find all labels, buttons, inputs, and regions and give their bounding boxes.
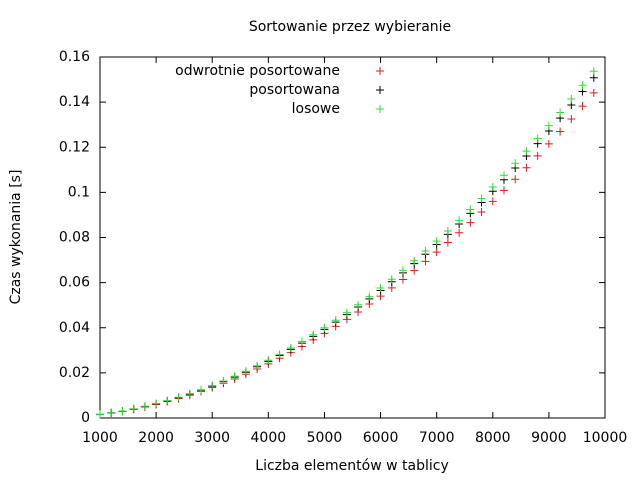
y-tick-label: 0.14 [59,94,90,110]
x-tick-label: 10000 [583,430,628,446]
point [477,208,486,217]
point [511,175,520,184]
point [298,337,306,346]
legend-label: odwrotnie posortowane [175,63,340,79]
point [185,389,194,398]
point [578,102,587,111]
point [500,171,508,180]
point [96,410,104,419]
legend-marker [376,86,384,94]
y-tick-label: 0.04 [59,320,90,336]
point [500,186,508,195]
point [365,292,374,301]
chart-title: Sortowanie przez wybieranie [249,19,451,35]
legend-label: posortowana [249,82,340,98]
point [174,393,183,402]
point [253,361,262,370]
point [410,266,419,275]
point [163,396,172,405]
point [309,330,318,339]
point [455,216,464,225]
y-tick-label: 0.12 [59,139,90,155]
point [152,399,161,408]
legend-marker [376,105,384,113]
point [589,88,598,97]
point [421,257,430,266]
x-tick-label: 4000 [251,430,287,446]
point [320,323,329,332]
x-tick-label: 8000 [475,430,511,446]
point [466,205,475,214]
point [522,147,531,156]
point [275,350,284,359]
x-axis-label: Liczba elementów w tablicy [255,458,448,474]
point [129,404,138,413]
point [410,256,419,265]
point [455,228,464,237]
x-tick-label: 3000 [194,430,230,446]
point [488,182,497,191]
point [241,367,250,376]
y-tick-label: 0.02 [59,365,90,381]
point [578,81,587,90]
point [432,237,441,246]
point [432,248,441,257]
x-tick-label: 6000 [363,430,399,446]
point [443,226,452,235]
point [118,407,127,416]
point [544,139,553,148]
point [589,67,598,76]
point [399,266,407,275]
point [140,402,149,411]
point [421,247,430,256]
point [488,197,497,206]
point [533,134,542,143]
x-tick-label: 2000 [138,430,174,446]
y-tick-label: 0.06 [59,275,90,291]
point [544,121,553,130]
point [376,284,385,293]
point [264,356,273,365]
point [567,94,576,103]
point [522,163,531,172]
point [331,316,340,325]
point [533,151,542,160]
point [387,275,396,284]
point [556,127,565,136]
x-tick-label: 7000 [419,430,455,446]
point [208,381,217,390]
point [286,344,295,353]
x-tick-label: 1000 [82,430,118,446]
point [567,115,576,124]
y-tick-label: 0.08 [59,230,90,246]
x-tick-label: 5000 [307,430,343,446]
legend-marker [376,67,384,75]
legend-label: losowe [292,101,340,117]
point [556,108,565,117]
point [443,238,452,247]
x-tick-label: 9000 [531,430,567,446]
point [342,308,351,317]
y-axis-label: Czas wykonania [s] [8,170,24,305]
point [219,376,228,385]
point [107,408,116,417]
point [354,300,363,309]
point [511,159,520,168]
point [197,385,205,394]
y-tick-label: 0.16 [59,49,90,65]
point [230,372,239,381]
y-tick-label: 0.1 [68,184,90,200]
point [466,218,475,227]
point [477,194,486,203]
plot-frame [99,56,606,419]
y-tick-label: 0 [81,410,90,426]
